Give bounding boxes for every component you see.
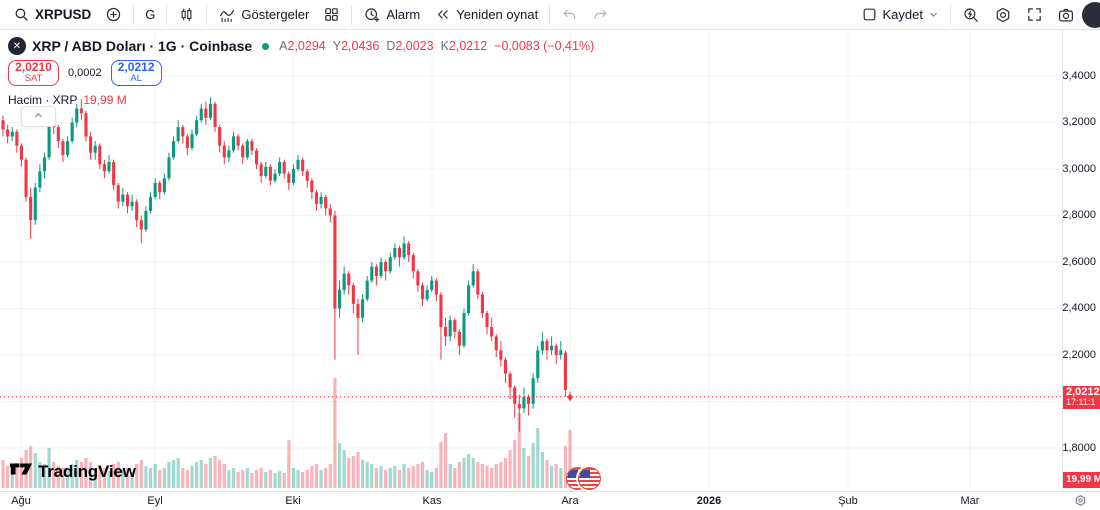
price-axis-label: 2,2000 xyxy=(1062,348,1096,361)
screenshot-button[interactable] xyxy=(1050,2,1082,28)
settings-button[interactable] xyxy=(987,2,1019,28)
plus-circle-icon xyxy=(105,6,122,23)
gear-icon xyxy=(994,6,1012,24)
save-layout-button[interactable]: Kaydet xyxy=(854,2,946,28)
fullscreen-button[interactable] xyxy=(1019,2,1050,28)
trade-buttons: 2,0210 SAT 0,0002 2,0212 AL xyxy=(8,60,162,86)
low-value: 2,0023 xyxy=(395,39,434,53)
price-axis-label: 1,8000 xyxy=(1062,441,1096,454)
chart-style-button[interactable] xyxy=(171,2,202,28)
chevron-up-icon xyxy=(33,108,44,126)
volume-label: Hacim · XRP xyxy=(8,93,78,107)
undo-icon xyxy=(561,6,578,23)
ohlc-values: A2,0294 Y2,0436 D2,0023 K2,0212 −0,0083 … xyxy=(279,39,595,53)
us-flag-icon xyxy=(578,467,601,490)
sell-button[interactable]: 2,0210 SAT xyxy=(8,60,59,86)
time-axis-label: 2026 xyxy=(696,495,722,507)
price-axis-label: 2,6000 xyxy=(1062,255,1096,268)
grid-layout-icon xyxy=(323,6,340,23)
replay-label: Yeniden oynat xyxy=(456,7,539,22)
alert-label: Alarm xyxy=(386,7,421,22)
quick-search-button[interactable] xyxy=(955,2,987,28)
symbol-name: XRPUSD xyxy=(35,7,92,22)
spread-value: 0,0002 xyxy=(68,67,102,79)
buy-button[interactable]: 2,0212 AL xyxy=(110,60,162,86)
close-value: 2,0212 xyxy=(448,39,488,53)
undo-button[interactable] xyxy=(554,2,585,28)
indicators-label: Göstergeler xyxy=(241,7,310,22)
last-price-label: 2,0212 17:11:1 xyxy=(1063,385,1100,409)
time-axis-label: Mar xyxy=(960,495,980,507)
layout-square-icon xyxy=(861,6,878,23)
toolbar-divider xyxy=(206,4,208,25)
time-axis-label: Şub xyxy=(838,495,858,507)
replay-button[interactable]: Yeniden oynat xyxy=(427,2,545,28)
time-axis-label: Ara xyxy=(561,495,579,507)
toolbar-divider xyxy=(351,4,353,25)
time-axis-label: Eyl xyxy=(147,495,163,507)
indicators-button[interactable]: Göstergeler xyxy=(211,2,316,28)
candlestick-chart[interactable] xyxy=(0,30,1062,491)
price-axis-label: 3,4000 xyxy=(1062,69,1096,82)
interval-button[interactable]: G xyxy=(138,2,162,28)
fullscreen-icon xyxy=(1026,6,1043,23)
user-avatar[interactable] xyxy=(1082,1,1100,28)
alert-button[interactable]: Alarm xyxy=(356,2,427,28)
toolbar-divider xyxy=(549,4,551,25)
open-value: 2,0294 xyxy=(287,39,326,53)
redo-icon xyxy=(592,6,609,23)
chart-pane[interactable]: 2,0212 17:11:1 19,99 M 3,4000 3,2000 3,000… xyxy=(0,30,1100,510)
toolbar-right: Kaydet xyxy=(854,0,1100,29)
change-value: −0,0083 (−0,41%) xyxy=(494,39,595,53)
axis-settings-gear-icon[interactable] xyxy=(1074,494,1087,510)
market-status-dot-icon xyxy=(262,42,270,50)
tradingview-logo[interactable]: TradingView xyxy=(10,460,136,483)
top-toolbar: XRPUSD G Göstergeler xyxy=(0,0,1100,30)
interval-label: G xyxy=(145,7,156,22)
alarm-clock-icon xyxy=(363,6,381,24)
price-axis-label: 3,2000 xyxy=(1062,116,1096,128)
symbol-legend[interactable]: ✕ XRP / ABD Doları · 1G · Coinbase A2,02… xyxy=(8,37,594,55)
camera-icon xyxy=(1057,6,1075,24)
tradingview-mark-icon xyxy=(10,460,32,483)
redo-button[interactable] xyxy=(585,2,616,28)
time-axis-label: Ağu xyxy=(11,495,31,507)
instrument-flags-badge xyxy=(566,467,602,491)
search-icon xyxy=(13,6,30,23)
replay-rewind-icon xyxy=(434,6,451,23)
price-axis-label: 2,4000 xyxy=(1062,302,1096,314)
time-axis[interactable]: Ağu Eyl Eki Kas Ara 2026 Şub Mar xyxy=(0,491,1100,510)
compare-add-symbol-button[interactable] xyxy=(98,2,129,28)
xrp-logo-icon: ✕ xyxy=(8,37,26,55)
price-axis-label: 3,0000 xyxy=(1062,162,1096,175)
collapse-pane-button[interactable] xyxy=(21,106,56,127)
price-axis-label: 2,8000 xyxy=(1062,209,1096,221)
toolbar-divider xyxy=(133,4,135,25)
symbol-title: XRP / ABD Doları · 1G · Coinbase xyxy=(32,38,253,54)
save-label: Kaydet xyxy=(882,7,923,22)
volume-axis-label: 19,99 M xyxy=(1063,472,1100,488)
high-value: 2,0436 xyxy=(341,39,380,53)
time-axis-label: Kas xyxy=(422,495,442,507)
volume-value: 19,99 M xyxy=(83,93,127,107)
indicators-icon xyxy=(218,6,236,24)
time-axis-label: Eki xyxy=(285,495,301,507)
candlestick-icon xyxy=(178,6,195,23)
toolbar-divider xyxy=(950,4,951,25)
layout-grid-button[interactable] xyxy=(316,2,347,28)
volume-legend[interactable]: Hacim · XRP 19,99 M xyxy=(8,93,127,107)
quick-search-icon xyxy=(962,6,980,24)
countdown-timer: 17:11:1 xyxy=(1066,397,1096,408)
chevron-down-icon[interactable] xyxy=(928,9,939,20)
symbol-search-button[interactable]: XRPUSD xyxy=(6,2,98,28)
price-axis[interactable]: 2,0212 17:11:1 19,99 M 3,4000 3,2000 3,000… xyxy=(1062,30,1100,491)
toolbar-divider xyxy=(166,4,168,25)
toolbar-left: XRPUSD G Göstergeler xyxy=(6,0,616,29)
